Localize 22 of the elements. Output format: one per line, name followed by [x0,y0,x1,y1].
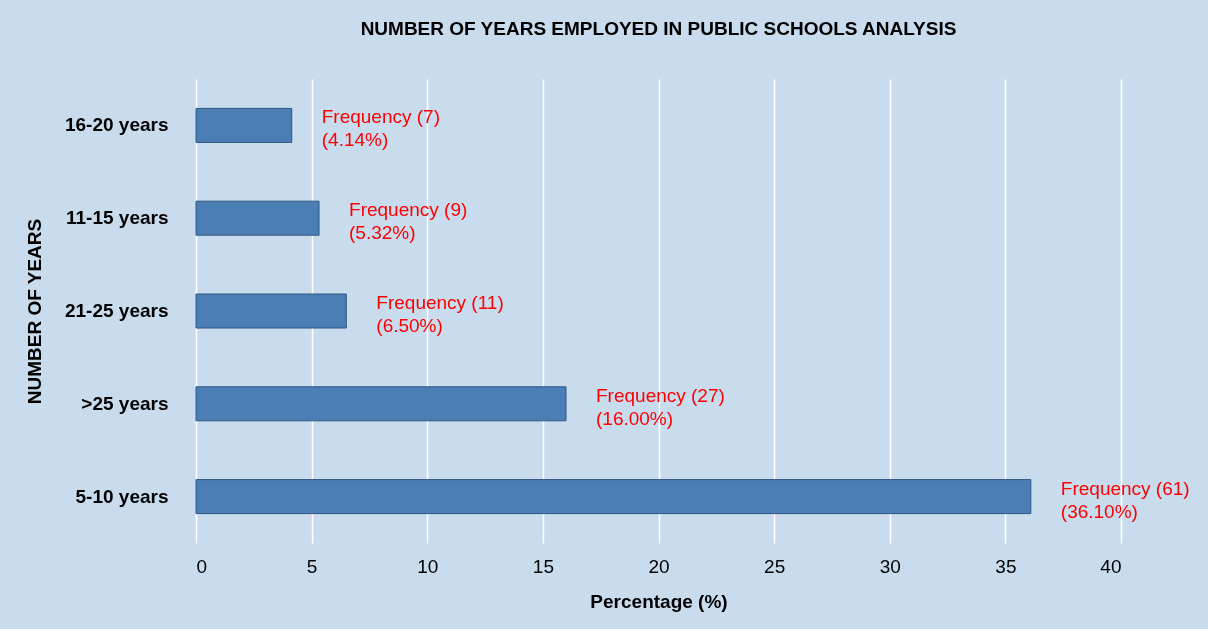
data-label: Frequency (7) (4.14%) [321,106,441,151]
chart-title: NUMBER OF YEARS EMPLOYED IN PUBLIC SCHOOLS ANALYSIS [360,18,957,39]
data-label: Frequency (27) (16.00%) [596,384,725,429]
x-tick-label: 30 [879,555,901,577]
y-tick-label: 11-15 years [66,207,169,229]
x-tick-label: 40 [1100,555,1122,577]
data-label: Frequency (11) (6.50%) [376,292,504,336]
x-tick-label: 5 [306,555,318,577]
y-tick-label: 16-20 years [64,114,169,136]
x-tick-label: 15 [532,555,554,577]
x-axis-title: Percentage (%) [590,590,728,612]
x-tick-label: 0 [196,555,208,577]
x-tick-label: 10 [417,555,439,577]
data-label: Frequency (61) (36.10%) [1060,477,1190,522]
y-tick-label: 21-25 years [64,300,169,321]
x-tick-label: 25 [764,555,786,577]
y-tick-label: 5-10 years [75,485,169,507]
data-label: Frequency (9) (5.32%) [349,199,468,244]
y-axis-title: NUMBER OF YEARS [23,218,45,405]
y-tick-label: >25 years [81,392,169,414]
x-tick-label: 20 [648,555,670,577]
x-tick-label: 35 [995,555,1017,577]
